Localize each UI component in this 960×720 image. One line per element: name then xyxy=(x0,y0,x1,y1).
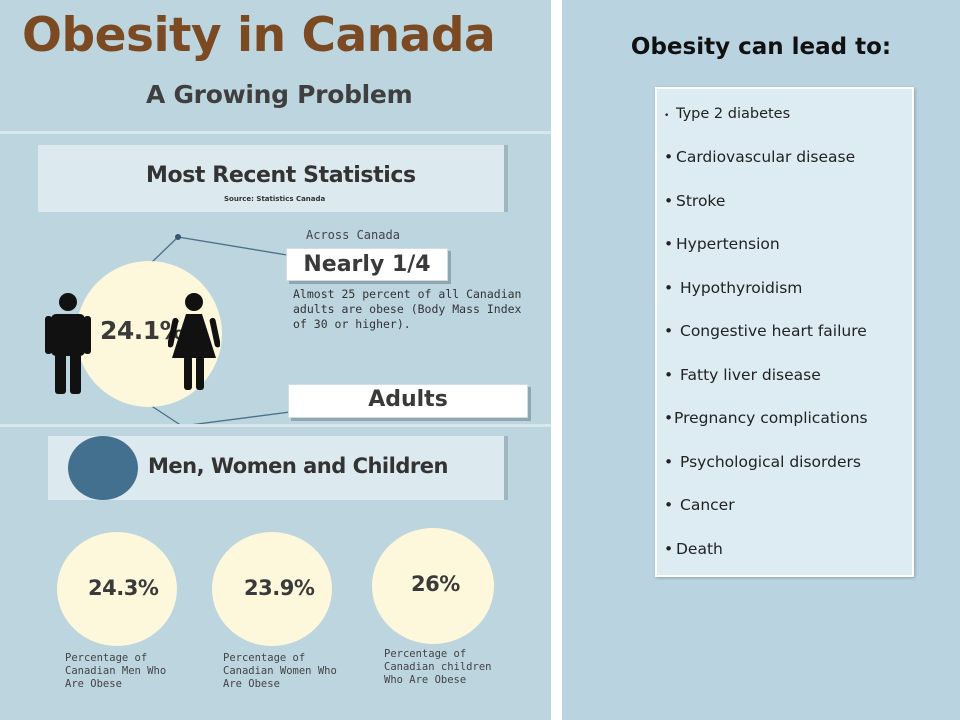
adults-label: Adults xyxy=(288,384,528,418)
children-percent: 26% xyxy=(411,572,460,596)
stats-banner-heading: Most Recent Statistics xyxy=(146,163,416,188)
men-percent: 24.3% xyxy=(88,576,159,600)
man-icon xyxy=(45,293,91,394)
consequences-list xyxy=(655,87,914,577)
divider xyxy=(0,424,551,427)
list-item: • Hypothyroidism xyxy=(664,279,803,297)
infographic-panel: Obesity in Canada A Growing Problem Most… xyxy=(0,0,551,720)
list-item: • Psychological disorders xyxy=(664,453,861,471)
women-caption: Percentage of Canadian Women Who Are Obe… xyxy=(223,652,337,690)
list-item: • Fatty liver disease xyxy=(664,366,821,384)
children-circle xyxy=(372,528,494,644)
men-circle xyxy=(57,532,177,646)
accent-circle xyxy=(68,436,138,500)
stats-banner: Most Recent Statistics Source: Statistic… xyxy=(38,145,508,212)
list-item: • Congestive heart failure xyxy=(664,322,867,340)
list-item: • Cancer xyxy=(664,496,735,514)
across-canada-label: Across Canada xyxy=(306,228,400,242)
list-item: • Type 2 diabetes xyxy=(664,106,791,122)
consequences-title: Obesity can lead to: xyxy=(630,34,892,60)
list-item: • Stroke xyxy=(664,192,726,210)
stat-description: Almost 25 percent of all Canadian adults… xyxy=(293,287,522,331)
connector-lines xyxy=(149,234,291,427)
women-circle xyxy=(212,532,332,646)
list-item: • Hypertension xyxy=(664,235,780,253)
woman-icon xyxy=(168,293,220,390)
infographic-subtitle: A Growing Problem xyxy=(146,80,413,109)
list-item: • Cardiovascular disease xyxy=(664,148,856,166)
stats-banner-source: Source: Statistics Canada xyxy=(224,195,326,203)
list-item: •Pregnancy complications xyxy=(664,409,868,427)
infographic-title: Obesity in Canada xyxy=(22,8,496,63)
men-caption: Percentage of Canadian Men Who Are Obese xyxy=(65,652,167,690)
list-item: • Death xyxy=(664,540,723,558)
divider xyxy=(0,131,551,134)
children-caption: Percentage of Canadian children Who Are … xyxy=(384,648,492,686)
section-heading: Men, Women and Children xyxy=(148,454,448,478)
women-percent: 23.9% xyxy=(244,576,315,600)
nearly-label: Nearly 1/4 xyxy=(286,248,448,281)
